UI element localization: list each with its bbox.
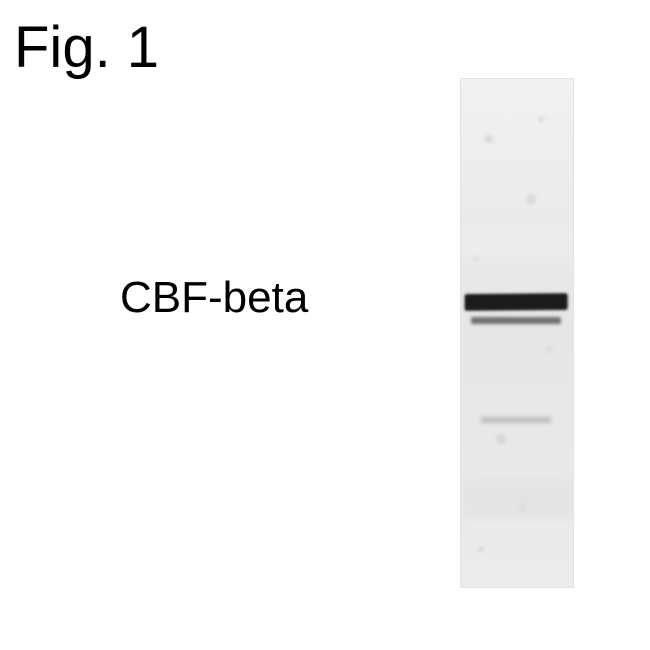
lane-noise-dot <box>519 505 527 513</box>
lane-noise-dot <box>473 256 479 262</box>
lane-noise-dot <box>478 546 484 552</box>
band-faint <box>481 417 551 423</box>
lane-noise-dot <box>538 116 544 122</box>
figure-title: Fig. 1 <box>14 14 159 81</box>
band-secondary <box>471 317 561 324</box>
lane-noise-dot <box>496 434 506 444</box>
band-label-cbf-beta: CBF-beta <box>120 273 308 323</box>
band-main <box>465 294 567 311</box>
lane-smudge <box>461 479 574 519</box>
lane-noise-dot <box>545 345 553 353</box>
lane-noise-dot <box>485 135 493 143</box>
western-blot-lane <box>460 78 574 588</box>
lane-smudge <box>461 229 574 259</box>
lane-noise-dot <box>526 194 536 204</box>
